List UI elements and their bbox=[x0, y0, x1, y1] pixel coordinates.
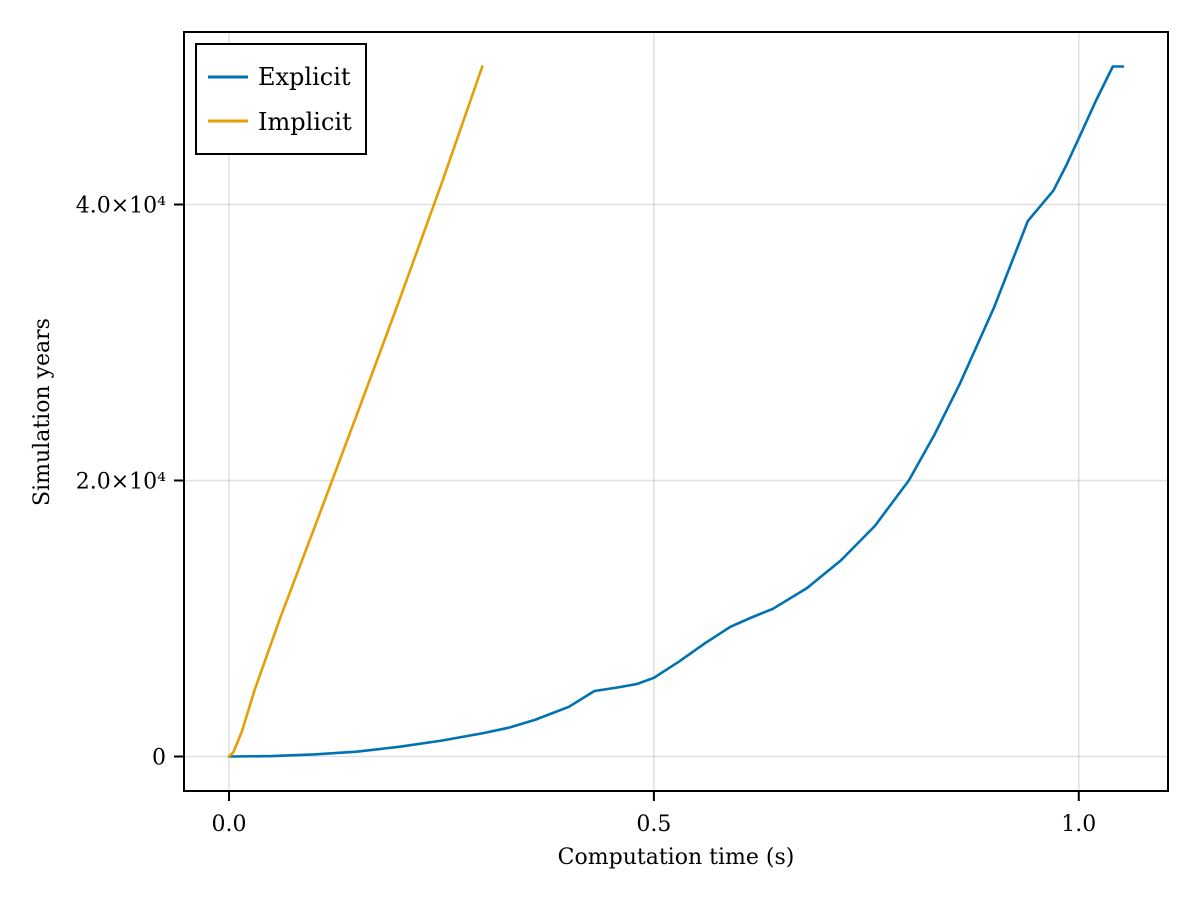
x-tick-label: 0.0 bbox=[212, 812, 247, 837]
x-axis-ticks: 0.0 0.5 1.0 bbox=[212, 791, 1096, 837]
series-line-explicit bbox=[227, 65, 1125, 758]
series-layer bbox=[227, 65, 1125, 758]
x-axis-label: Computation time (s) bbox=[558, 845, 795, 870]
y-tick-label: 4.0×10⁴ bbox=[76, 194, 166, 219]
y-tick-label: 2.0×10⁴ bbox=[76, 470, 166, 495]
legend: Explicit Implicit bbox=[195, 43, 367, 155]
gridlines bbox=[184, 32, 1168, 791]
y-axis-ticks: 0 2.0×10⁴ 4.0×10⁴ bbox=[76, 194, 184, 771]
legend-box bbox=[195, 43, 367, 155]
legend-label-explicit: Explicit bbox=[258, 63, 351, 91]
series-line-implicit bbox=[227, 65, 484, 758]
plot-frame bbox=[183, 31, 1169, 792]
x-tick-label: 0.5 bbox=[636, 812, 671, 837]
legend-label-implicit: Implicit bbox=[258, 108, 352, 136]
y-tick-label: 0 bbox=[152, 746, 166, 771]
y-axis-label: Simulation years bbox=[30, 318, 55, 506]
x-tick-label: 1.0 bbox=[1061, 812, 1096, 837]
